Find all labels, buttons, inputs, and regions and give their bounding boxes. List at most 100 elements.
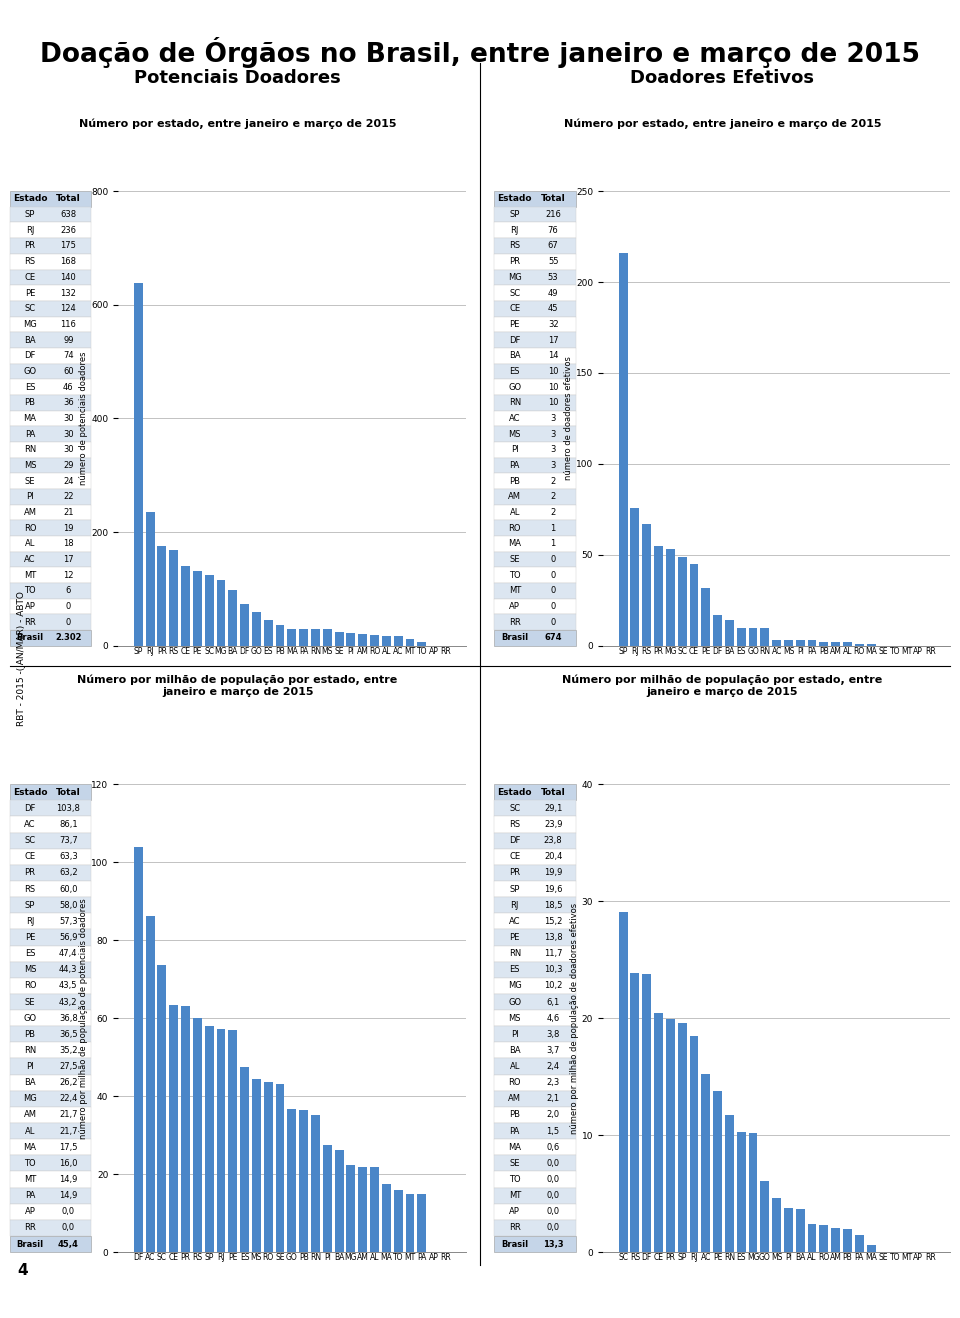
Text: RJ: RJ — [26, 225, 35, 235]
Text: RN: RN — [509, 949, 521, 958]
Bar — [494, 1058, 576, 1074]
Bar — [10, 521, 91, 536]
Bar — [494, 1203, 576, 1220]
Bar — [371, 1168, 379, 1252]
Bar — [193, 1017, 202, 1252]
Bar — [494, 614, 576, 630]
Bar — [10, 316, 91, 332]
Bar — [10, 191, 91, 207]
Bar — [10, 426, 91, 442]
Bar — [181, 567, 190, 646]
Bar — [10, 1091, 91, 1107]
Bar — [10, 800, 91, 816]
Bar — [10, 1139, 91, 1156]
Bar — [494, 552, 576, 568]
Text: DF: DF — [509, 336, 520, 344]
Text: RJ: RJ — [26, 917, 35, 925]
Text: PA: PA — [25, 430, 36, 439]
Text: MA: MA — [23, 414, 36, 423]
Text: AM: AM — [508, 493, 521, 501]
Bar — [10, 223, 91, 239]
Bar — [631, 507, 639, 646]
Bar — [654, 546, 663, 646]
Bar — [494, 1139, 576, 1156]
Bar — [10, 945, 91, 962]
Text: 86,1: 86,1 — [59, 820, 78, 829]
Bar — [494, 1220, 576, 1236]
Bar — [494, 239, 576, 254]
Text: Potenciais Doadores: Potenciais Doadores — [134, 69, 341, 87]
Bar — [10, 1188, 91, 1203]
Bar — [494, 945, 576, 962]
Bar — [494, 1027, 576, 1043]
Text: RO: RO — [509, 523, 521, 532]
Text: AL: AL — [25, 1127, 36, 1136]
Text: SE: SE — [510, 1159, 520, 1168]
Bar — [494, 865, 576, 880]
Text: 27,5: 27,5 — [60, 1062, 78, 1072]
Bar — [10, 1236, 91, 1252]
Bar — [323, 629, 332, 646]
Text: 17: 17 — [63, 555, 74, 564]
Bar — [772, 641, 781, 646]
Bar — [642, 525, 651, 646]
Bar — [157, 547, 166, 646]
Text: 43,5: 43,5 — [60, 982, 78, 990]
Text: PB: PB — [25, 398, 36, 407]
Bar — [494, 191, 576, 207]
Text: 0: 0 — [550, 618, 556, 627]
Bar — [358, 1168, 367, 1252]
Text: RN: RN — [24, 445, 36, 455]
Bar — [494, 994, 576, 1010]
Text: ES: ES — [25, 949, 36, 958]
Text: AM: AM — [508, 1094, 521, 1103]
Bar — [494, 1107, 576, 1123]
Bar — [146, 511, 155, 646]
Text: 10: 10 — [548, 398, 559, 407]
Text: RS: RS — [509, 820, 520, 829]
Text: Total: Total — [540, 788, 565, 797]
Text: 2: 2 — [550, 477, 556, 486]
Bar — [494, 1091, 576, 1107]
Text: RJ: RJ — [511, 225, 519, 235]
Bar — [133, 847, 143, 1252]
Bar — [276, 1083, 284, 1252]
Text: 53: 53 — [548, 273, 559, 282]
Text: AP: AP — [510, 1207, 520, 1217]
Text: 3: 3 — [550, 461, 556, 471]
Text: BA: BA — [24, 336, 36, 344]
Bar — [204, 576, 213, 646]
Text: SE: SE — [25, 998, 36, 1007]
Text: 10,2: 10,2 — [544, 982, 563, 990]
Bar — [494, 489, 576, 505]
Bar — [494, 348, 576, 364]
Bar — [418, 642, 426, 646]
Bar — [371, 635, 379, 646]
Bar — [287, 629, 297, 646]
Text: ES: ES — [510, 366, 520, 376]
Text: MG: MG — [508, 273, 521, 282]
Text: 36,5: 36,5 — [59, 1029, 78, 1039]
Text: DF: DF — [24, 804, 36, 813]
Bar — [678, 556, 686, 646]
Bar — [855, 645, 864, 646]
Bar — [10, 536, 91, 552]
Bar — [494, 473, 576, 489]
Bar — [494, 784, 576, 800]
Text: PI: PI — [511, 1029, 518, 1039]
Text: RS: RS — [24, 257, 36, 266]
Text: 10,3: 10,3 — [544, 965, 563, 974]
Text: PE: PE — [25, 933, 36, 942]
Bar — [10, 1074, 91, 1091]
Text: 19: 19 — [63, 523, 74, 532]
Bar — [169, 551, 179, 646]
Bar — [204, 1025, 213, 1252]
Bar — [494, 442, 576, 457]
Text: PB: PB — [25, 1029, 36, 1039]
Text: 15,2: 15,2 — [544, 917, 563, 925]
Text: 49: 49 — [548, 289, 559, 298]
Bar — [382, 635, 391, 646]
Bar — [252, 1079, 261, 1252]
Text: ES: ES — [510, 965, 520, 974]
Bar — [133, 283, 143, 646]
